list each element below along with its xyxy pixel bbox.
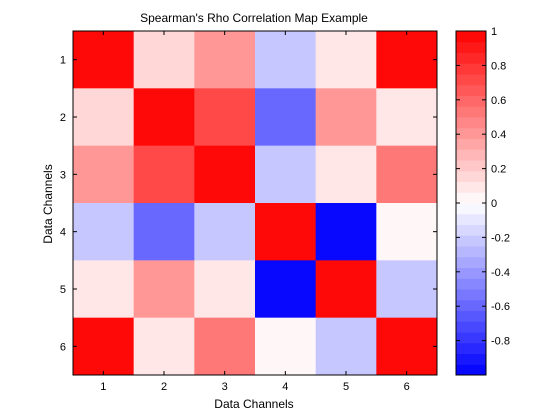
colorbar-segment — [456, 267, 486, 279]
colorbar-segment — [456, 160, 486, 172]
heatmap-cell — [194, 88, 256, 147]
colorbar-segment — [456, 321, 486, 333]
chart-title: Spearman's Rho Correlation Map Example — [140, 11, 368, 25]
heatmap-cell — [133, 317, 195, 376]
heatmap-cells — [73, 31, 438, 376]
heatmap-cell — [73, 317, 135, 376]
heatmap-cell — [194, 31, 256, 89]
heatmap-cell — [194, 145, 256, 204]
colorbar-segment — [456, 84, 486, 96]
colorbar-segment — [456, 95, 486, 107]
colorbar-segment — [456, 31, 486, 43]
x-tick-label: 3 — [222, 381, 228, 393]
colorbar-tick-label: 0.4 — [491, 129, 506, 141]
heatmap-cell — [73, 260, 135, 319]
heatmap-cell — [315, 31, 377, 89]
heatmap-cell — [255, 260, 317, 319]
heatmap-cell — [255, 88, 317, 147]
colorbar-tick-label: 0.8 — [491, 60, 506, 72]
heatmap-cell — [133, 260, 195, 319]
heatmap-cell — [133, 145, 195, 204]
colorbar-tick-label: -0.6 — [491, 301, 510, 313]
colorbar-segment — [456, 278, 486, 290]
colorbar-tick-label: -0.8 — [491, 336, 510, 348]
x-tick-label: 6 — [404, 381, 410, 393]
heatmap-cell — [315, 145, 377, 204]
colorbar-segment — [456, 63, 486, 75]
x-tick-label: 1 — [100, 381, 106, 393]
colorbar-tick-label: -0.2 — [491, 232, 510, 244]
heatmap-cell — [376, 260, 438, 319]
heatmap-cell — [315, 203, 377, 261]
y-tick-label: 1 — [60, 55, 66, 67]
colorbar-segment — [456, 74, 486, 86]
colorbar-tick-label: -0.4 — [491, 267, 510, 279]
colorbar-segment — [456, 117, 486, 129]
colorbar-segment — [456, 203, 486, 215]
colorbar-segment — [456, 181, 486, 193]
colorbar-segment — [456, 192, 486, 204]
x-axis-label: Data Channels — [214, 397, 293, 411]
y-tick-label: 2 — [60, 112, 66, 124]
colorbar: 1 0.8 0.6 0.4 0.2 0 -0.2 -0.4 -0.6 -0.8 — [455, 26, 510, 376]
x-tick-label: 2 — [161, 381, 167, 393]
colorbar-segment — [456, 106, 486, 118]
colorbar-segment — [456, 364, 486, 376]
heatmap-cell — [73, 145, 135, 204]
heatmap-cell — [73, 31, 135, 89]
colorbar-segment — [456, 235, 486, 247]
x-tick-label: 5 — [343, 381, 349, 393]
y-tick-label: 4 — [60, 227, 66, 239]
colorbar-segment — [456, 41, 486, 53]
colorbar-segment — [456, 149, 486, 161]
y-tick-label: 3 — [60, 169, 66, 181]
colorbar-segment — [456, 170, 486, 182]
y-tick-label: 6 — [60, 341, 66, 353]
heatmap-cell — [315, 317, 377, 376]
colorbar-segment — [456, 127, 486, 139]
y-axis-ticks: 1 2 3 4 5 6 — [60, 55, 437, 353]
colorbar-segment — [456, 52, 486, 64]
colorbar-segment — [456, 353, 486, 365]
colorbar-segment — [456, 332, 486, 344]
colorbar-segment — [456, 213, 486, 225]
heatmap-cell — [376, 317, 438, 376]
heatmap-cell — [73, 203, 135, 261]
heatmap-cell — [133, 203, 195, 261]
heatmap-cell — [73, 88, 135, 147]
colorbar-segment — [456, 289, 486, 301]
x-tick-label: 4 — [282, 381, 288, 393]
colorbar-segment — [456, 224, 486, 236]
colorbar-segment — [456, 299, 486, 311]
heatmap-cell — [133, 88, 195, 147]
colorbar-segment — [456, 256, 486, 268]
colorbar-segment — [456, 310, 486, 322]
heatmap-cell — [376, 145, 438, 204]
heatmap-cell — [194, 203, 256, 261]
heatmap-cell — [194, 317, 256, 376]
colorbar-tick-label: 0 — [491, 198, 497, 210]
heatmap-cell — [376, 31, 438, 89]
colorbar-tick-label: 0.6 — [491, 95, 506, 107]
y-tick-label: 5 — [60, 284, 66, 296]
y-axis-label: Data Channels — [41, 164, 55, 243]
colorbar-segment — [456, 246, 486, 258]
colorbar-segment — [456, 138, 486, 150]
heatmap-cell — [255, 145, 317, 204]
colorbar-tick-label: 1 — [491, 26, 497, 38]
heatmap-cell — [194, 260, 256, 319]
heatmap-cell — [376, 88, 438, 147]
heatmap-cell — [376, 203, 438, 261]
heatmap-cell — [255, 317, 317, 376]
heatmap-cell — [315, 88, 377, 147]
heatmap-cell — [255, 203, 317, 261]
colorbar-tick-label: 0.2 — [491, 164, 506, 176]
plot-frame — [72, 30, 438, 376]
x-axis-ticks: 1 2 3 4 5 6 — [100, 31, 410, 393]
heatmap-cell — [133, 31, 195, 89]
heatmap-cell — [315, 260, 377, 319]
colorbar-segment — [456, 342, 486, 354]
heatmap-cell — [255, 31, 317, 89]
